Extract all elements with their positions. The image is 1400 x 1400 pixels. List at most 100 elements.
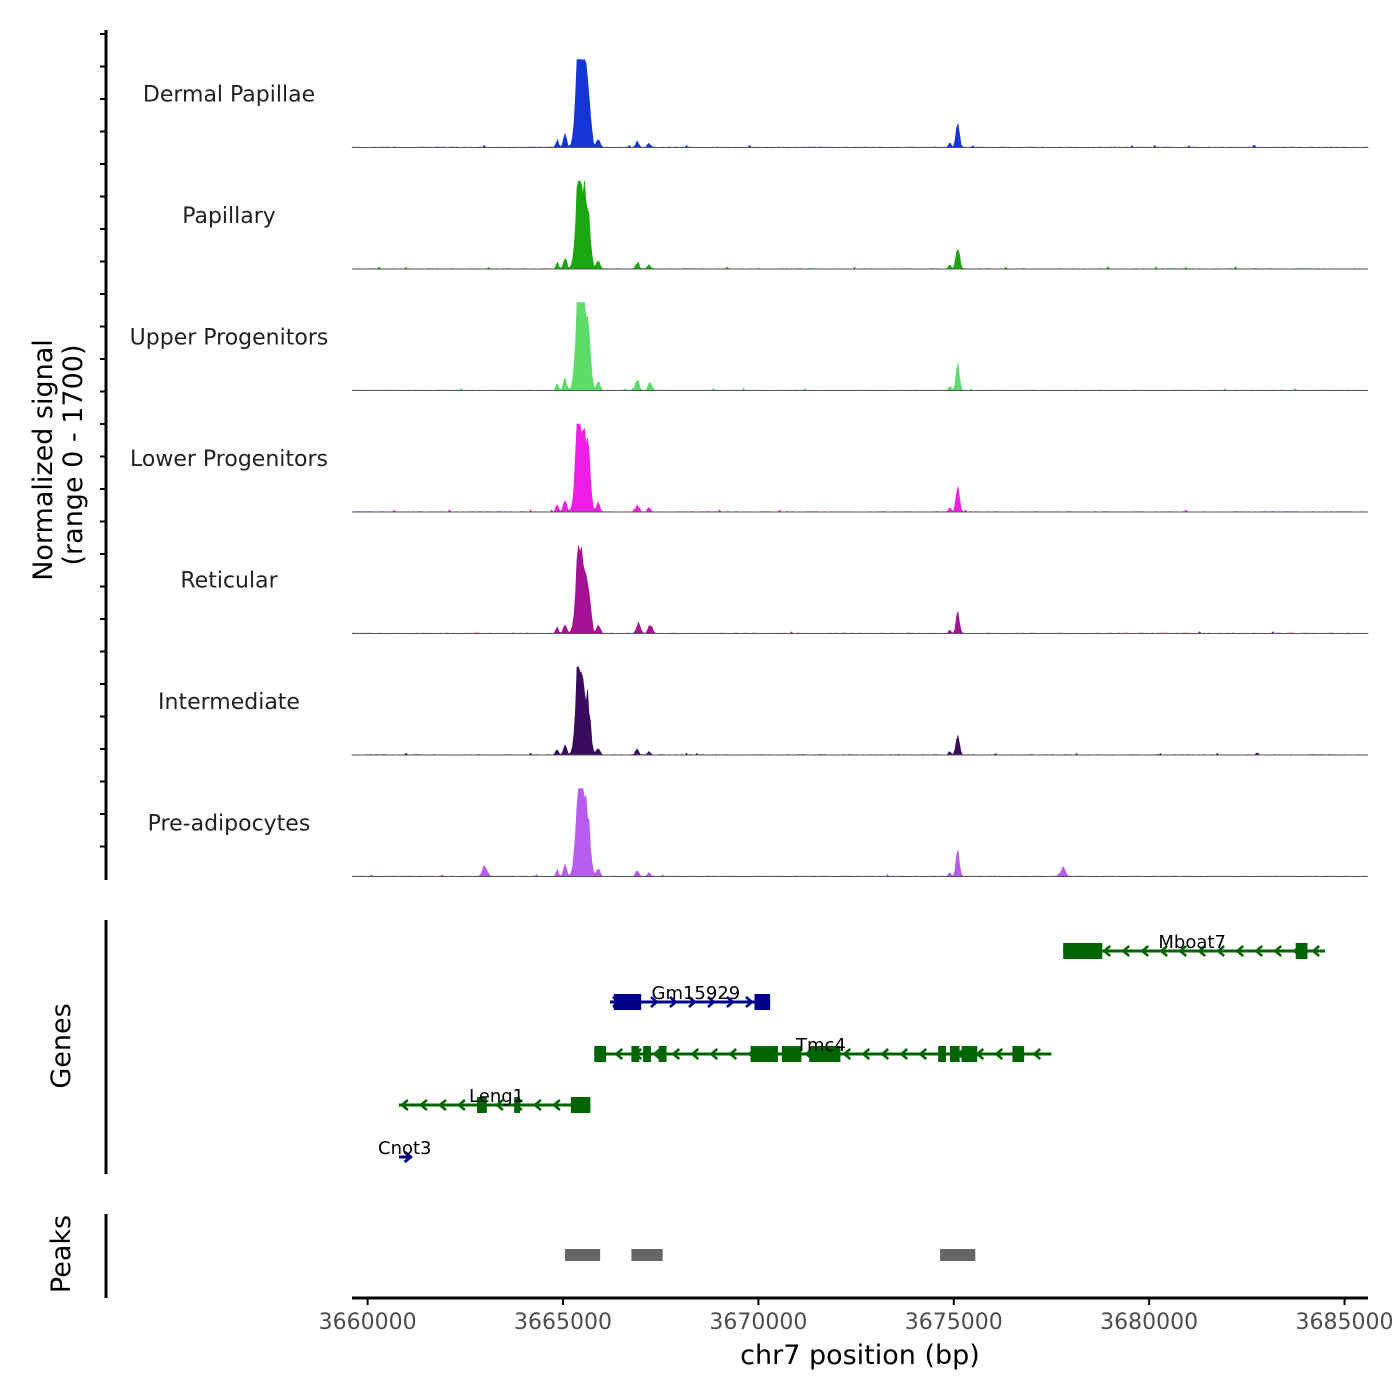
strand-arrow xyxy=(532,1099,542,1111)
exon-block xyxy=(809,1046,841,1062)
x-tick-label: 3660000 xyxy=(319,1310,417,1335)
strand-arrow xyxy=(861,1048,871,1060)
coverage-track: Papillary xyxy=(182,180,1369,270)
strand-arrow xyxy=(1235,945,1245,957)
y-axis-label-line1: Normalized signal xyxy=(28,339,59,581)
strand-arrow xyxy=(899,1048,909,1060)
exon-block xyxy=(613,994,642,1010)
x-tick-label: 3685000 xyxy=(1296,1310,1394,1335)
strand-arrow xyxy=(1311,945,1321,957)
peak-region xyxy=(940,1249,976,1261)
strand-arrow xyxy=(671,1048,681,1060)
exon-block xyxy=(570,1097,591,1113)
strand-arrow xyxy=(707,996,716,1008)
x-tick-label: 3670000 xyxy=(709,1310,807,1335)
exon-block xyxy=(631,1046,640,1062)
strand-arrow xyxy=(728,1048,738,1060)
strand-arrow xyxy=(1102,945,1112,957)
strand-arrow xyxy=(688,996,697,1008)
x-tick-label: 3675000 xyxy=(905,1310,1003,1335)
coverage-track: Upper Progenitors xyxy=(130,302,1370,391)
gene-label: Cnot3 xyxy=(378,1138,432,1159)
exon-block xyxy=(750,1046,778,1062)
coverage-track: Pre-adipocytes xyxy=(148,788,1369,877)
strand-arrow xyxy=(1254,945,1264,957)
gene-model: Cnot3 xyxy=(378,1138,432,1164)
strand-arrow xyxy=(745,996,754,1008)
strand-arrow xyxy=(918,1048,928,1060)
strand-arrow xyxy=(551,1099,561,1111)
track-label: Dermal Papillae xyxy=(143,83,315,108)
coverage-track: Dermal Papillae xyxy=(143,59,1369,148)
coverage-area xyxy=(351,302,1370,391)
exon-block xyxy=(949,1046,960,1062)
strand-arrow xyxy=(842,1048,852,1060)
strand-arrow xyxy=(994,1048,1004,1060)
gene-label: Mboat7 xyxy=(1158,932,1226,953)
peak-region xyxy=(631,1249,663,1261)
strand-arrow xyxy=(880,1048,890,1060)
coverage-track: Lower Progenitors xyxy=(130,423,1369,513)
signal-y-axis xyxy=(100,30,108,880)
gene-model: Mboat7 xyxy=(1063,932,1326,959)
track-label: Pre-adipocytes xyxy=(148,812,311,837)
y-axis-label-line2: (range 0 - 1700) xyxy=(58,345,89,566)
track-label: Papillary xyxy=(182,204,276,229)
exon-block xyxy=(594,1046,606,1062)
strand-arrow xyxy=(690,1048,700,1060)
strand-arrow xyxy=(494,1099,504,1111)
gene-label: Tmc4 xyxy=(795,1035,846,1056)
strand-arrow xyxy=(669,996,678,1008)
strand-arrow xyxy=(1216,945,1226,957)
strand-arrow xyxy=(726,996,735,1008)
peaks-panel-label: Peaks xyxy=(46,1215,77,1293)
exon-block xyxy=(754,994,771,1010)
x-tick-label: 3665000 xyxy=(514,1310,612,1335)
x-tick-label: 3680000 xyxy=(1100,1310,1198,1335)
coverage-tracks: Dermal Papillae Papillary Upper Progenitor… xyxy=(130,59,1370,877)
strand-arrow xyxy=(437,1099,447,1111)
strand-arrow xyxy=(1197,945,1207,957)
strand-arrow xyxy=(709,1048,719,1060)
strand-arrow xyxy=(456,1099,466,1111)
peak-region xyxy=(564,1249,601,1261)
track-label: Upper Progenitors xyxy=(130,326,329,351)
strand-arrow xyxy=(1159,945,1169,957)
x-axis-label: chr7 position (bp) xyxy=(740,1340,980,1371)
exon-block xyxy=(643,1046,651,1062)
position-x-axis: 3660000 3665000 3670000 3675000 3680000 36850… xyxy=(319,1296,1394,1335)
strand-arrow xyxy=(1178,945,1188,957)
strand-arrow xyxy=(614,1048,624,1060)
exon-block xyxy=(658,1046,667,1062)
coverage-area xyxy=(351,59,1369,148)
gene-model: Leng1 xyxy=(398,1086,591,1113)
exon-block xyxy=(781,1046,802,1062)
exon-block xyxy=(477,1097,487,1113)
strand-arrow xyxy=(403,1150,413,1164)
strand-arrow xyxy=(1273,945,1283,957)
exon-block xyxy=(514,1097,521,1113)
strand-arrow xyxy=(418,1099,428,1111)
strand-arrow xyxy=(1140,945,1150,957)
coverage-area xyxy=(351,788,1369,877)
exon-block xyxy=(1063,943,1103,959)
exon-block xyxy=(938,1046,946,1062)
track-label: Intermediate xyxy=(158,690,300,715)
genes-panel-label: Genes xyxy=(46,1003,77,1088)
exon-block xyxy=(1012,1046,1025,1062)
exon-block xyxy=(961,1046,978,1062)
strand-arrow xyxy=(1032,1048,1042,1060)
strand-arrow xyxy=(650,996,659,1008)
coverage-area xyxy=(351,423,1369,513)
coverage-area xyxy=(351,180,1369,270)
strand-arrow xyxy=(975,1048,985,1060)
exon-block xyxy=(1295,943,1308,959)
track-label: Lower Progenitors xyxy=(130,447,328,472)
strand-arrow xyxy=(399,1099,409,1111)
track-label: Reticular xyxy=(180,569,278,594)
gene-label: Leng1 xyxy=(469,1086,524,1107)
gene-label: Gm15929 xyxy=(652,983,741,1004)
coverage-area xyxy=(351,545,1370,634)
gene-model: Tmc4 xyxy=(594,1035,1052,1062)
